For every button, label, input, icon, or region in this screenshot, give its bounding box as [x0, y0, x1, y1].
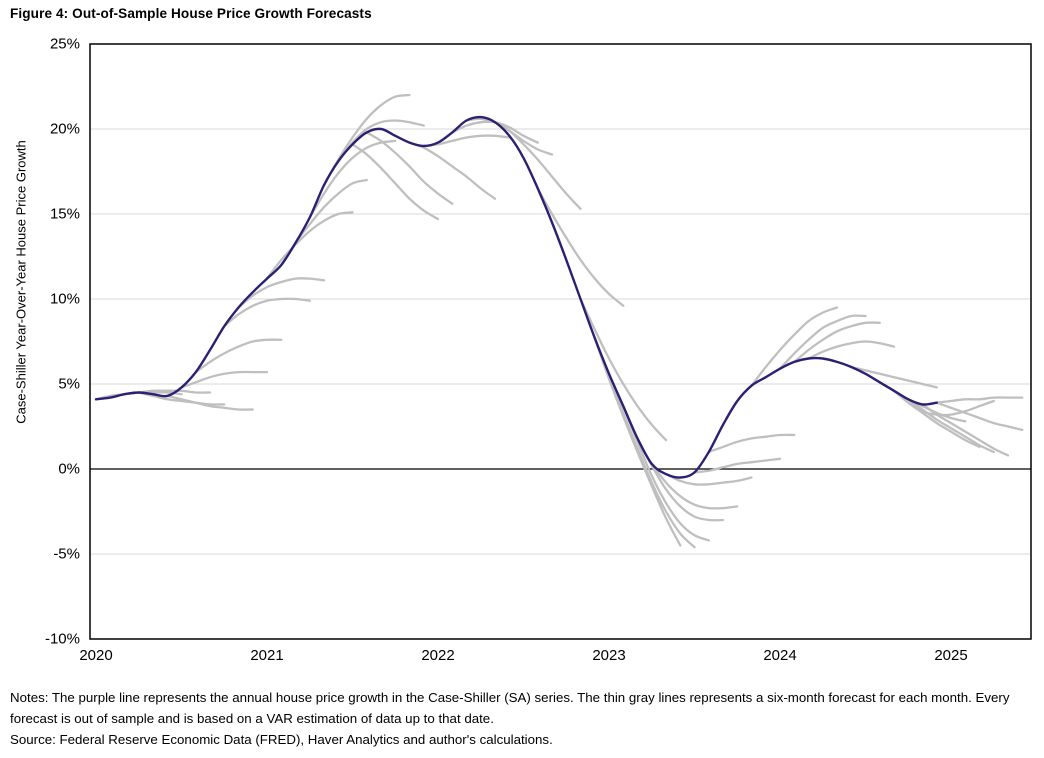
forecast-line	[693, 457, 782, 474]
forecast-line	[778, 314, 867, 370]
forecast-line	[935, 396, 1024, 404]
y-tick-label: -5%	[53, 545, 80, 563]
y-tick-label: 15%	[49, 205, 80, 223]
y-tick-label: 20%	[49, 120, 80, 138]
forecast-line	[365, 131, 454, 205]
figure-footer: Notes: The purple line represents the an…	[10, 687, 1036, 750]
forecast-line	[607, 372, 696, 549]
forecast-line	[892, 389, 981, 449]
forecast-line	[850, 365, 938, 389]
notes-text: Notes: The purple line represents the an…	[10, 690, 1010, 726]
x-tick-label: 2022	[421, 647, 455, 664]
y-tick-label: 0%	[58, 460, 80, 478]
actual-series-line	[94, 115, 938, 479]
x-tick-label: 2021	[250, 647, 284, 664]
x-tick-label: 2020	[79, 647, 113, 664]
forecast-line	[322, 93, 411, 187]
forecast-line	[351, 143, 440, 221]
forecast-line	[750, 306, 839, 387]
forecast-line	[650, 462, 739, 510]
forecast-line	[493, 121, 582, 211]
forecast-line	[337, 119, 425, 163]
x-tick-label: 2025	[934, 647, 968, 664]
forecast-line	[707, 433, 796, 454]
forecast-line	[907, 398, 995, 417]
y-tick-label: -10%	[44, 630, 80, 648]
forecast-line	[265, 211, 354, 280]
plot-border	[89, 43, 1032, 640]
y-tick-label: 5%	[58, 375, 80, 393]
forecast-line	[935, 401, 1024, 432]
forecast-line	[308, 139, 397, 219]
forecast-line	[807, 340, 896, 360]
forecast-line	[194, 338, 283, 374]
forecast-line	[166, 394, 254, 411]
forecast-line	[180, 370, 269, 389]
forecast-line	[223, 297, 311, 328]
forecast-line	[536, 187, 625, 307]
forecast-line	[593, 336, 682, 547]
figure-title: Figure 4: Out-of-Sample House Price Grow…	[10, 6, 372, 21]
y-tick-label: 25%	[49, 35, 80, 53]
forecast-line	[422, 134, 511, 148]
forecast-line	[579, 297, 668, 442]
forecast-line	[622, 404, 710, 542]
forecast-line	[237, 277, 326, 309]
x-tick-label: 2023	[592, 647, 626, 664]
forecast-line	[921, 403, 1010, 457]
x-tick-label: 2024	[763, 647, 797, 664]
forecast-line	[137, 391, 226, 406]
forecast-line	[451, 120, 539, 144]
source-text: Source: Federal Reserve Economic Data (F…	[10, 732, 553, 747]
forecast-line	[408, 141, 497, 200]
forecast-line	[793, 321, 881, 364]
forecast-line	[664, 472, 753, 486]
y-tick-label: 10%	[49, 290, 80, 308]
forecast-line	[907, 398, 995, 454]
